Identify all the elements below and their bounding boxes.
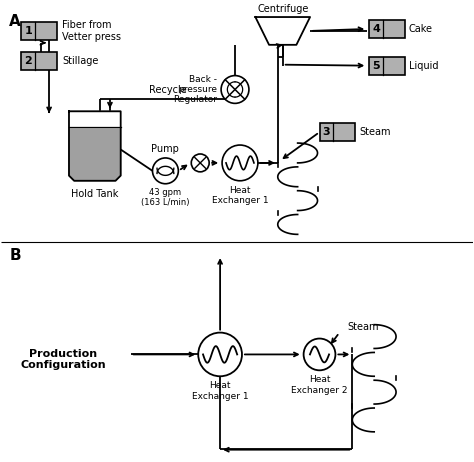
Text: Pump: Pump [152,144,179,154]
Polygon shape [69,111,121,127]
Text: Heat
Exchanger 2: Heat Exchanger 2 [291,375,348,395]
Text: Steam: Steam [347,322,379,332]
Text: Back -
pressure
Regulator: Back - pressure Regulator [173,74,217,104]
Circle shape [153,158,178,184]
Bar [369,57,405,74]
Bar [21,22,57,40]
Circle shape [198,333,242,376]
Bar [319,123,356,141]
Circle shape [304,339,336,371]
Circle shape [221,76,249,103]
Text: Recycle: Recycle [149,85,186,96]
Text: Liquid: Liquid [409,61,438,71]
Text: Steam: Steam [359,127,391,137]
Circle shape [222,145,258,181]
Polygon shape [69,111,121,181]
Text: Heat
Exchanger 1: Heat Exchanger 1 [192,381,248,401]
Text: Production
Configuration: Production Configuration [20,349,106,370]
Text: Stillage: Stillage [62,56,99,66]
Text: Cake: Cake [409,24,433,34]
Text: A: A [9,14,21,29]
Text: Heat
Exchanger 1: Heat Exchanger 1 [212,186,268,205]
Text: 1: 1 [24,26,32,36]
Circle shape [191,154,209,172]
Bar [369,20,405,38]
Text: 2: 2 [24,56,32,66]
Bar [21,52,57,70]
Text: 5: 5 [372,61,380,71]
Text: B: B [9,248,21,263]
Text: Fiber from
Vetter press: Fiber from Vetter press [62,20,121,42]
Text: Centrifuge: Centrifuge [257,4,309,14]
Polygon shape [255,17,310,45]
Text: 3: 3 [322,127,330,137]
Text: 4: 4 [372,24,380,34]
Text: 43 gpm
(163 L/min): 43 gpm (163 L/min) [141,188,190,207]
Text: Hold Tank: Hold Tank [71,188,118,199]
